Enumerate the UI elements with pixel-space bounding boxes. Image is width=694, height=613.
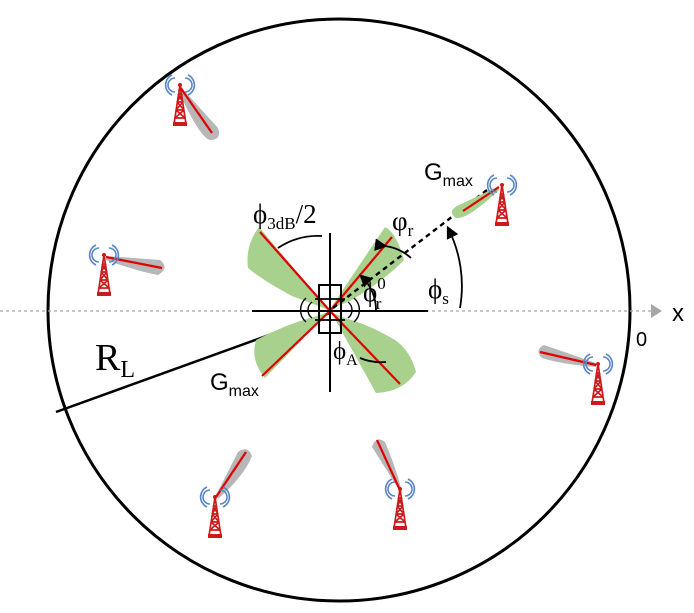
interfering-tower: [451, 174, 518, 227]
angle-arc-phi-r: [374, 238, 412, 259]
beam-lower-right: [331, 312, 416, 393]
origin-label: 0: [636, 329, 647, 351]
phi-r-label: φr: [392, 206, 414, 240]
tower-boresight: [179, 86, 213, 134]
gmax-label-radar: Gmax: [210, 369, 259, 400]
x-axis-label: x: [672, 300, 684, 327]
angle-arc-phi-r0: [359, 274, 377, 312]
angle-arc-phi-s: [446, 225, 463, 309]
tower-bottom-left: [199, 449, 252, 539]
cell-tower-icon: [199, 486, 231, 539]
tower-left: [88, 244, 165, 297]
tower-boresight: [376, 439, 400, 489]
gmax-label-tower: Gmax: [424, 159, 473, 190]
phi-a-label: ϕA: [333, 338, 358, 369]
radius-label: RL: [95, 337, 135, 383]
phi-s-label: ϕs: [428, 274, 449, 308]
angle-arc-phi-a: [359, 357, 387, 364]
cell-tower-icon: [88, 244, 120, 297]
coverage-boundary-circle: [46, 17, 632, 603]
tower-right: [538, 345, 614, 406]
radar-device-icon: [299, 284, 361, 334]
x-axis-arrow: [651, 304, 662, 318]
phi-3db-label: ϕ3dB/2: [253, 199, 317, 233]
tower-bottom-center: [372, 439, 416, 531]
angle-arc-3db: [277, 235, 323, 249]
beam-upper-left: [247, 227, 329, 310]
phi-r0-label: ϕ0 r: [363, 274, 386, 313]
cell-tower-icon: [486, 174, 518, 227]
tower-top-left: [164, 74, 219, 140]
